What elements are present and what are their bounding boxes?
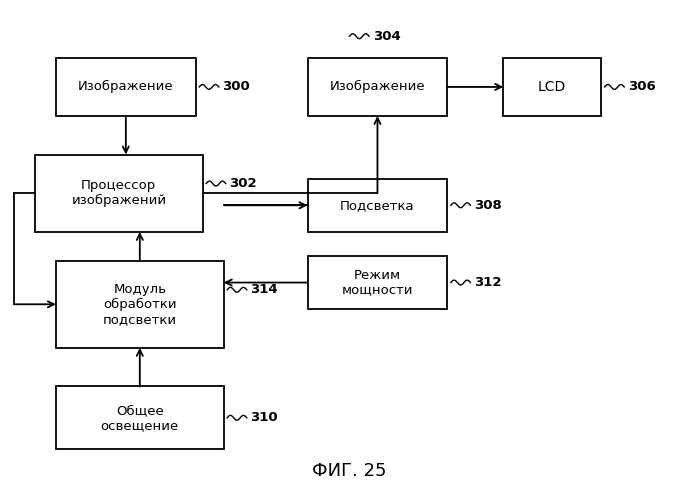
Text: ФИГ. 25: ФИГ. 25 — [312, 462, 387, 480]
Text: Подсветка: Подсветка — [340, 199, 415, 212]
Text: Процессор
изображений: Процессор изображений — [71, 179, 166, 207]
Text: Общее
освещение: Общее освещение — [101, 404, 179, 432]
Bar — [503, 58, 601, 116]
Bar — [308, 58, 447, 116]
Bar — [56, 386, 224, 449]
Bar — [308, 256, 447, 309]
Text: LCD: LCD — [538, 80, 566, 94]
Bar — [56, 261, 224, 348]
Text: 310: 310 — [250, 412, 278, 424]
Text: 300: 300 — [222, 81, 250, 93]
Text: 314: 314 — [250, 284, 278, 296]
Bar — [308, 179, 447, 232]
Text: 312: 312 — [474, 276, 501, 289]
Text: 302: 302 — [229, 177, 257, 190]
Text: Изображение: Изображение — [330, 80, 425, 94]
Text: Модуль
обработки
подсветки: Модуль обработки подсветки — [103, 283, 177, 326]
Text: Режим
мощности: Режим мощности — [342, 269, 413, 297]
Bar — [56, 58, 196, 116]
Text: 308: 308 — [474, 199, 502, 212]
Text: 306: 306 — [628, 81, 656, 93]
Bar — [35, 155, 203, 232]
Text: Изображение: Изображение — [78, 80, 173, 94]
Text: 304: 304 — [373, 30, 401, 43]
